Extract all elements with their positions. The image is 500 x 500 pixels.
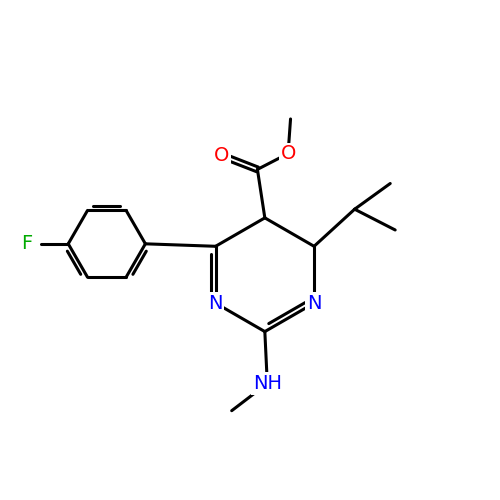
Text: F: F <box>22 234 33 254</box>
Text: NH: NH <box>253 374 282 393</box>
Text: O: O <box>214 146 230 165</box>
Text: N: N <box>208 294 223 312</box>
Text: N: N <box>307 294 322 312</box>
Text: O: O <box>280 144 296 163</box>
